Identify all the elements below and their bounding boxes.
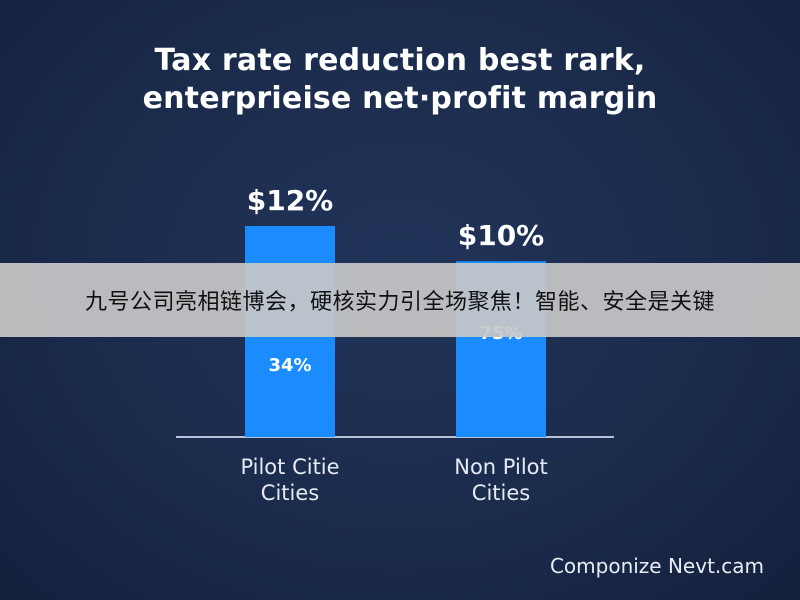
category-label-1-line-1: Pilot Citie [240,455,339,479]
banner-text: 九号公司亮相链博会，硬核实力引全场聚焦！智能、安全是关键 [84,290,715,315]
overlay-banner: 九号公司亮相链博会，硬核实力引全场聚焦！智能、安全是关键 [0,263,800,337]
category-label-2-line-2: Cities [472,481,530,505]
chart-title-line-2: enterprieise net·profit margin [142,81,658,116]
category-label-2-line-1: Non Pilot [454,455,548,479]
bar-value-label-1: $12% [247,184,334,217]
footer-brand: Componize Nevt.cam [549,554,764,578]
bar-inner-label-1: 34% [268,355,311,376]
chart-title: Tax rate reduction best rark, enterpriei… [0,42,800,118]
bar-value-label-2: $10% [458,219,545,252]
category-label-1-line-2: Cities [261,481,319,505]
chart-title-line-1: Tax rate reduction best rark, [154,43,646,78]
